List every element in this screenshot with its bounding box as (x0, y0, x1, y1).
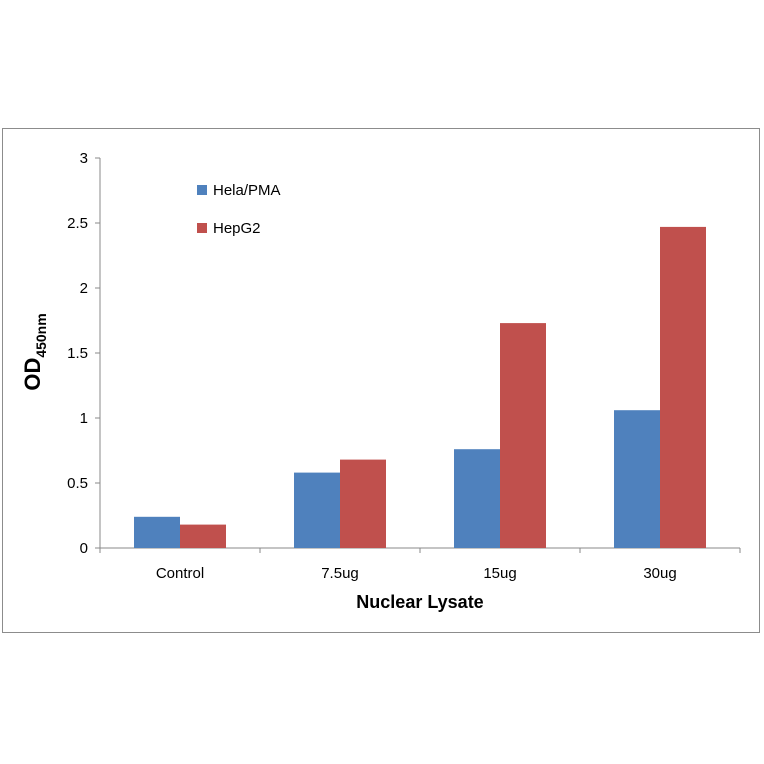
bar-hepg2-7-5ug (340, 459, 386, 548)
y-tick-label: 2 (80, 280, 88, 297)
x-tick-label: 15ug (483, 565, 516, 582)
y-tick-label: 0 (80, 540, 88, 557)
y-axis-title: OD450nm (20, 313, 49, 390)
bars (134, 226, 706, 548)
x-tick-label: Control (156, 565, 204, 582)
legend-swatch (197, 185, 207, 195)
bar-hela-pma-7-5ug (294, 472, 340, 548)
y-tick-label: 0.5 (67, 475, 88, 492)
y-tick-label: 1 (80, 410, 88, 427)
y-tick-label: 3 (80, 150, 88, 167)
bar-hela-pma-30ug (614, 410, 660, 548)
axes: 0 0.5 1 1.5 2 2.5 3 Control 7.5ug 15ug 30ug (67, 150, 741, 582)
bar-hepg2-15ug (500, 323, 546, 548)
legend: Hela/PMA HepG2 (197, 182, 281, 237)
legend-label: HepG2 (213, 220, 261, 237)
legend-label: Hela/PMA (213, 182, 281, 199)
bar-hepg2-control (180, 524, 226, 548)
chart-frame (2, 128, 760, 633)
bar-hela-pma-control (134, 516, 180, 548)
bar-hela-pma-15ug (454, 449, 500, 548)
x-tick-label: 7.5ug (321, 565, 359, 582)
bar-hepg2-30ug (660, 226, 706, 548)
y-tick-label: 1.5 (67, 345, 88, 362)
x-tick-label: 30ug (643, 565, 676, 582)
y-tick-label: 2.5 (67, 215, 88, 232)
legend-swatch (197, 223, 207, 233)
x-axis-title: Nuclear Lysate (356, 592, 483, 612)
